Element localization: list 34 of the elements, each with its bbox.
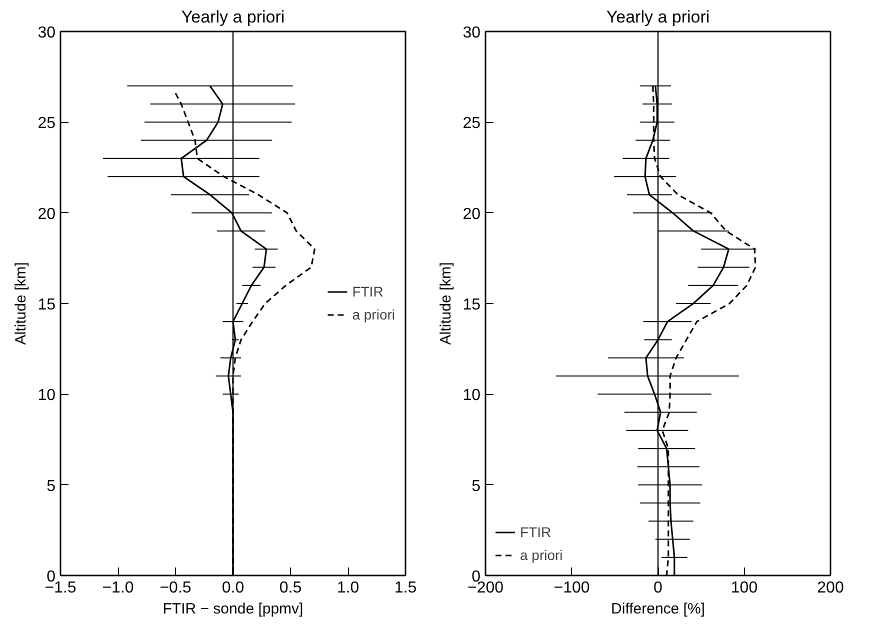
x-tick-label: −1.0 — [102, 580, 134, 596]
legend-label: a priori — [352, 306, 395, 322]
y-tick-label: 30 — [38, 24, 56, 42]
x-tick-label: 1.0 — [336, 580, 360, 596]
y-tick-label: 10 — [38, 387, 56, 404]
y-tick-label: 5 — [472, 478, 481, 495]
y-tick-label: 25 — [38, 115, 56, 132]
x-tick-label: 0.0 — [222, 580, 244, 596]
chart-title: Yearly a priori — [181, 8, 285, 26]
y-tick-label: 20 — [462, 206, 481, 223]
x-axis-title: Difference [%] — [611, 600, 705, 618]
legend-label: a priori — [520, 547, 563, 563]
y-tick-label: 25 — [462, 115, 481, 132]
x-tick-label: 200 — [817, 580, 844, 596]
x-tick-label: −200 — [467, 580, 504, 596]
legend-label: FTIR — [520, 524, 552, 540]
legend-label: FTIR — [352, 284, 384, 300]
y-axis-title: Altitude [km] — [438, 262, 455, 345]
y-tick-label: 20 — [38, 206, 56, 223]
x-tick-label: 1.5 — [394, 580, 417, 596]
y-tick-label: 0 — [46, 568, 56, 586]
x-tick-label: −0.5 — [160, 580, 192, 596]
y-axis-title: Altitude [km] — [12, 262, 30, 345]
x-axis-title: FTIR − sonde [ppmv] — [162, 600, 304, 618]
x-tick-label: −100 — [554, 580, 590, 596]
x-tick-label: 0.5 — [279, 580, 302, 596]
y-tick-label: 15 — [462, 296, 481, 314]
x-tick-label: 100 — [730, 580, 758, 596]
chart-title: Yearly a priori — [606, 8, 710, 26]
y-tick-label: 5 — [46, 478, 56, 495]
y-tick-label: 30 — [462, 24, 481, 42]
x-tick-label: 0 — [654, 580, 663, 596]
y-tick-label: 15 — [38, 296, 56, 314]
y-tick-label: 10 — [462, 387, 481, 404]
